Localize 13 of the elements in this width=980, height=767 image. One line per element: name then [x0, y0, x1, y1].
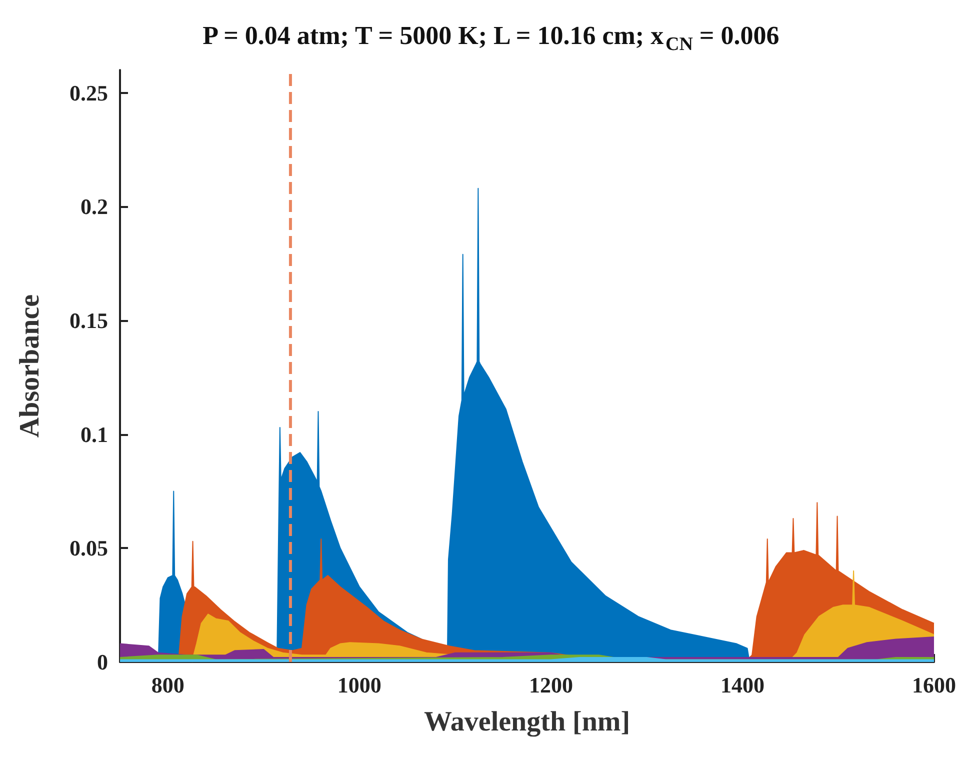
y-axis-title: Absorbance [14, 294, 46, 438]
y-tick-label: 0.05 [70, 536, 108, 561]
x-tick-label: 1600 [912, 672, 956, 698]
x-tick-label: 1400 [720, 672, 764, 698]
y-tick-label: 0.15 [70, 308, 108, 333]
x-tick-label: 1000 [337, 672, 382, 698]
x-axis-title: Wavelength [nm] [424, 706, 630, 738]
y-tick-label: 0.1 [80, 422, 108, 447]
y-tick-label: 0.2 [80, 194, 108, 220]
y-tick-label: 0.25 [70, 80, 108, 106]
y-tick-label: 0 [97, 650, 108, 674]
x-tick-label: 800 [151, 672, 184, 698]
x-tick-label: 1200 [528, 672, 573, 698]
